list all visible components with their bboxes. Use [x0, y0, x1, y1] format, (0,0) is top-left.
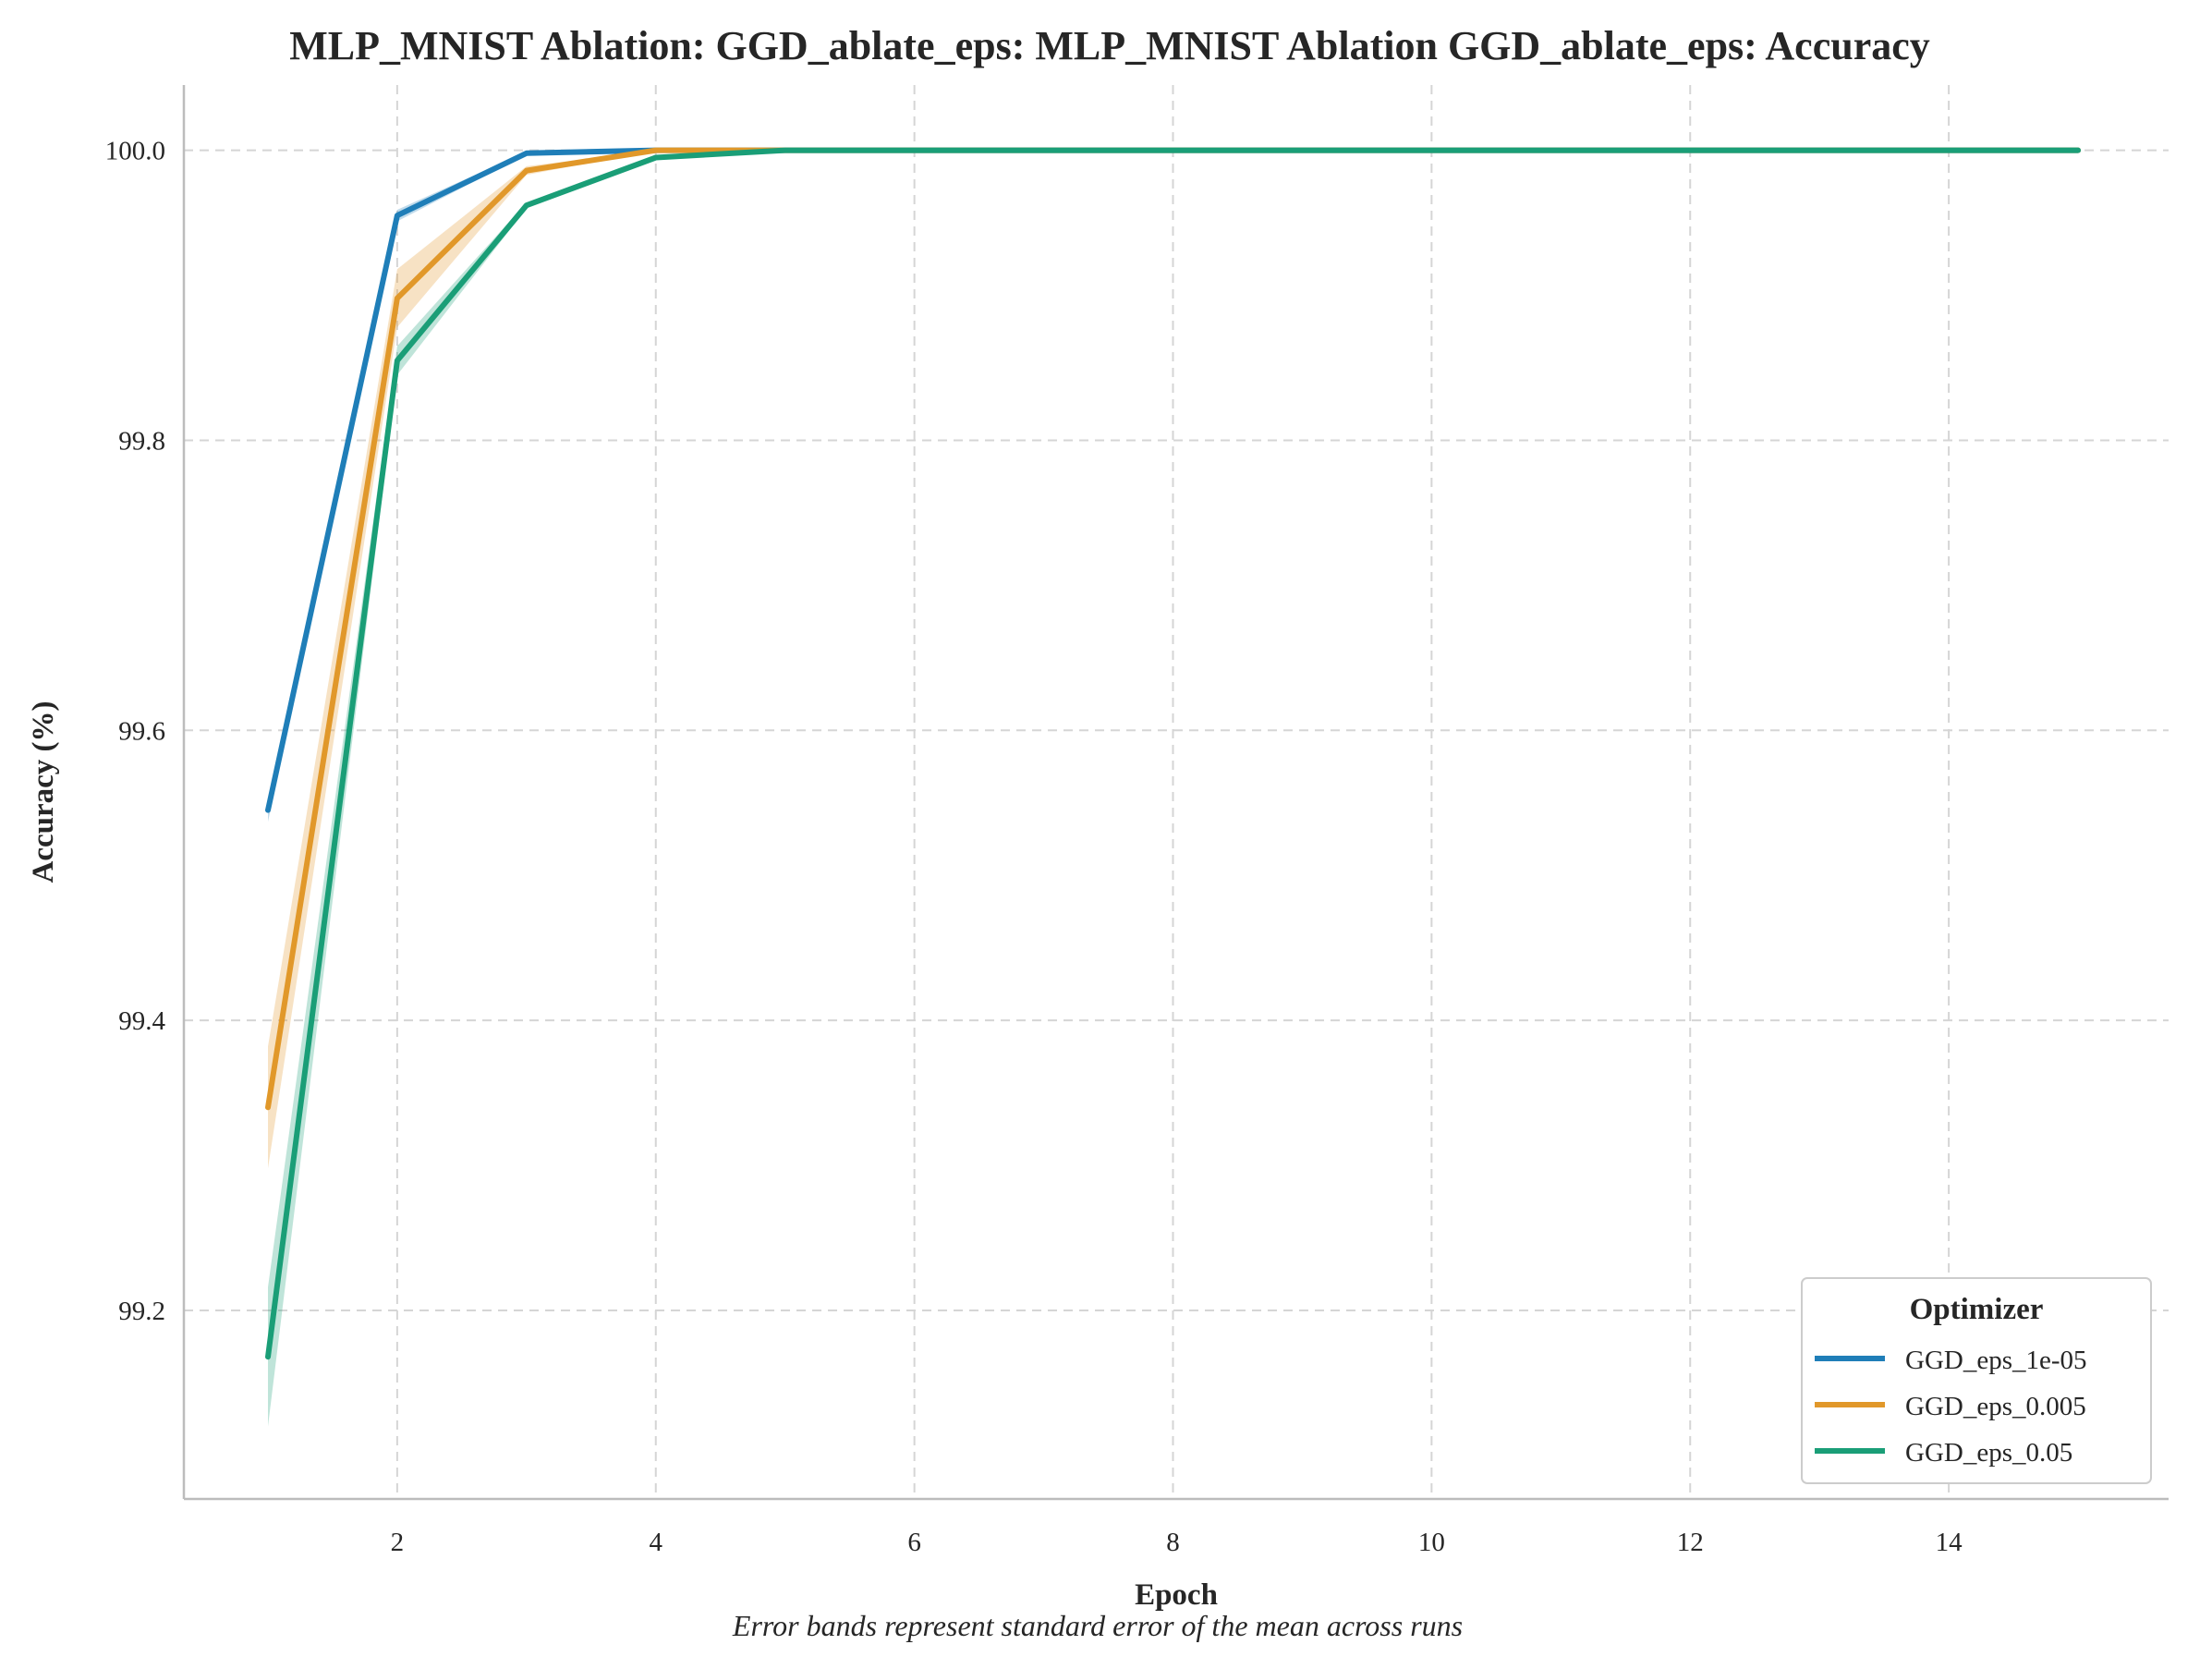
x-tick-label: 12 — [1677, 1528, 1704, 1557]
legend-label: GGD_eps_0.05 — [1905, 1438, 2072, 1468]
y-tick-label: 100.0 — [105, 137, 165, 166]
error-bands — [268, 150, 2078, 1427]
chart-caption: Error bands represent standard error of … — [732, 1609, 1463, 1642]
error-band — [268, 150, 2078, 1169]
y-tick-label: 99.2 — [118, 1297, 165, 1326]
y-tick-labels: 99.2 99.4 99.6 99.8 100.0 — [105, 137, 166, 1326]
grid-lines — [184, 85, 2169, 1499]
legend-label: GGD_eps_0.005 — [1905, 1392, 2086, 1421]
x-tick-label: 8 — [1166, 1528, 1180, 1557]
x-axis-label: Epoch — [1135, 1578, 1218, 1612]
chart-title: MLP_MNIST Ablation: GGD_ablate_eps: MLP_… — [289, 23, 1930, 68]
y-tick-label: 99.6 — [118, 716, 165, 746]
legend: Optimizer GGD_eps_1e-05GGD_eps_0.005GGD_… — [1801, 1277, 2152, 1484]
x-tick-label: 6 — [907, 1528, 921, 1557]
x-tick-label: 10 — [1418, 1528, 1445, 1557]
y-tick-label: 99.4 — [118, 1006, 165, 1036]
legend-items: GGD_eps_1e-05 GGD_eps_0.005 GGD_eps_0.05 — [1815, 1346, 2087, 1468]
x-tick-label: 2 — [391, 1528, 405, 1557]
x-tick-labels: 2 4 6 8 10 12 14 — [391, 1528, 1963, 1557]
x-tick-label: 14 — [1936, 1528, 1963, 1557]
legend-title: Optimizer — [1910, 1293, 2044, 1326]
y-axis-label: Accuracy (%) — [27, 700, 60, 883]
series-lines — [265, 147, 2081, 1360]
x-tick-label: 4 — [650, 1528, 663, 1557]
legend-label: GGD_eps_1e-05 — [1905, 1346, 2087, 1375]
series-line — [265, 147, 2081, 1360]
y-tick-label: 99.8 — [118, 426, 165, 456]
legend-box — [1801, 1277, 2152, 1484]
